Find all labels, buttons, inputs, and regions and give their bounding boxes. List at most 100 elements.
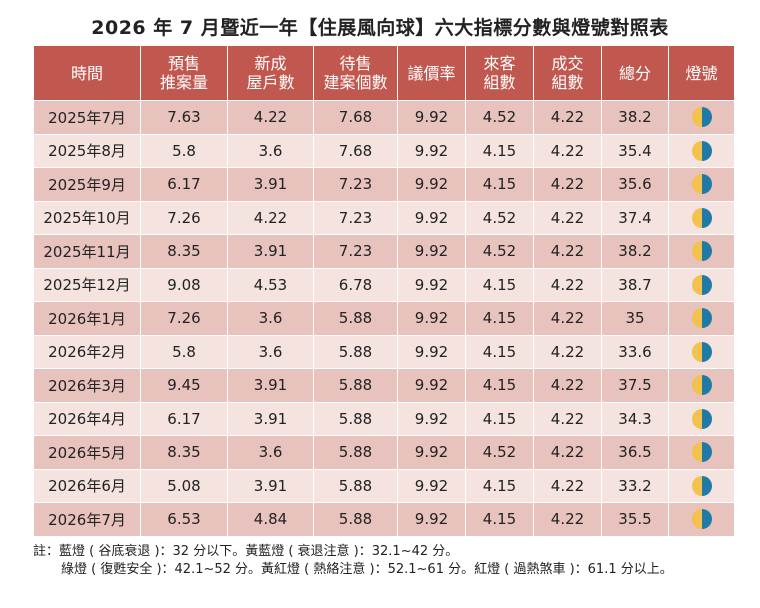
cell-presale: 8.35: [140, 435, 228, 470]
cell-deals: 4.22: [533, 100, 602, 135]
cell-visitors: 4.15: [465, 167, 534, 202]
table-row: 2026年7月 6.53 4.84 5.88 9.92 4.15 4.22 35.5: [33, 502, 735, 537]
yellow-blue-icon: [691, 475, 712, 496]
cell-visitors: 4.15: [465, 468, 534, 503]
column-header-line1: 時間: [70, 63, 103, 83]
cell-pending: 7.68: [313, 100, 398, 135]
cell-deals: 4.22: [533, 200, 602, 235]
yellow-blue-icon: [691, 341, 712, 362]
cell-date: 2026年7月: [33, 502, 141, 537]
cell-lamp: [668, 502, 735, 537]
cell-visitors: 4.15: [465, 401, 534, 436]
cell-presale: 5.8: [140, 133, 228, 168]
cell-date: 2026年5月: [33, 435, 141, 470]
cell-new-units: 3.6: [227, 435, 314, 470]
cell-total: 38.7: [601, 267, 669, 302]
cell-date: 2026年4月: [33, 401, 141, 436]
cell-pending: 7.68: [313, 133, 398, 168]
yellow-blue-icon: [691, 408, 712, 429]
cell-deals: 4.22: [533, 133, 602, 168]
cell-lamp: [668, 133, 735, 168]
table-row: 2025年9月 6.17 3.91 7.23 9.92 4.15 4.22 35.6: [33, 167, 735, 202]
cell-presale: 9.08: [140, 267, 228, 302]
cell-lamp: [668, 200, 735, 235]
table-row: 2025年7月 7.63 4.22 7.68 9.92 4.52 4.22 38.2: [33, 100, 735, 135]
cell-bargain: 9.92: [397, 133, 466, 168]
cell-new-units: 3.91: [227, 167, 314, 202]
cell-visitors: 4.52: [465, 200, 534, 235]
cell-total: 37.4: [601, 200, 669, 235]
cell-bargain: 9.92: [397, 167, 466, 202]
cell-bargain: 9.92: [397, 468, 466, 503]
cell-deals: 4.22: [533, 401, 602, 436]
column-header-line1: 議價率: [407, 63, 456, 83]
yellow-blue-icon: [691, 207, 712, 228]
cell-lamp: [668, 301, 735, 336]
cell-date: 2025年9月: [33, 167, 141, 202]
cell-visitors: 4.15: [465, 133, 534, 168]
table-row: 2025年12月 9.08 4.53 6.78 9.92 4.15 4.22 38.7: [33, 267, 735, 302]
yellow-blue-icon: [691, 308, 712, 329]
cell-visitors: 4.52: [465, 435, 534, 470]
cell-new-units: 4.53: [227, 267, 314, 302]
cell-presale: 7.26: [140, 200, 228, 235]
yellow-blue-icon: [691, 107, 712, 128]
cell-total: 35.5: [601, 502, 669, 537]
cell-presale: 9.45: [140, 368, 228, 403]
cell-lamp: [668, 267, 735, 302]
cell-deals: 4.22: [533, 167, 602, 202]
table-row: 2026年2月 5.8 3.6 5.88 9.92 4.15 4.22 33.6: [33, 334, 735, 369]
cell-visitors: 4.15: [465, 334, 534, 369]
column-header-line1: 預售: [167, 54, 200, 73]
cell-visitors: 4.15: [465, 301, 534, 336]
yellow-blue-icon: [691, 174, 712, 195]
cell-visitors: 4.52: [465, 100, 534, 135]
cell-lamp: [668, 100, 735, 135]
table-title: 2026 年 7 月暨近一年【住展風向球】六大指標分數與燈號對照表: [91, 17, 669, 39]
cell-pending: 5.88: [313, 301, 398, 336]
cell-pending: 5.88: [313, 368, 398, 403]
column-header-line1: 成交: [551, 54, 584, 73]
table-row: 2025年11月 8.35 3.91 7.23 9.92 4.52 4.22 38.2: [33, 234, 735, 269]
cell-visitors: 4.15: [465, 267, 534, 302]
cell-date: 2026年6月: [33, 468, 141, 503]
table-row: 2026年3月 9.45 3.91 5.88 9.92 4.15 4.22 37.5: [33, 368, 735, 403]
cell-presale: 5.08: [140, 468, 228, 503]
cell-total: 35: [601, 301, 669, 336]
cell-new-units: 4.84: [227, 502, 314, 537]
cell-deals: 4.22: [533, 301, 602, 336]
cell-deals: 4.22: [533, 334, 602, 369]
cell-pending: 6.78: [313, 267, 398, 302]
cell-total: 33.2: [601, 468, 669, 503]
cell-bargain: 9.92: [397, 435, 466, 470]
cell-visitors: 4.15: [465, 502, 534, 537]
column-header: 議價率: [397, 45, 466, 101]
cell-total: 37.5: [601, 368, 669, 403]
cell-lamp: [668, 435, 735, 470]
cell-visitors: 4.52: [465, 234, 534, 269]
cell-presale: 7.26: [140, 301, 228, 336]
column-header: 總分: [601, 45, 669, 101]
cell-deals: 4.22: [533, 435, 602, 470]
column-header-line1: 來客: [483, 54, 516, 73]
cell-date: 2025年7月: [33, 100, 141, 135]
cell-total: 33.6: [601, 334, 669, 369]
cell-deals: 4.22: [533, 468, 602, 503]
footnote-line-1: 註：藍燈 ( 谷底衰退 )：32 分以下。黃藍燈 ( 衰退注意 )：32.1~4…: [33, 544, 459, 559]
cell-pending: 5.88: [313, 334, 398, 369]
cell-date: 2025年11月: [33, 234, 141, 269]
cell-total: 38.2: [601, 100, 669, 135]
cell-date: 2026年2月: [33, 334, 141, 369]
cell-pending: 5.88: [313, 401, 398, 436]
cell-new-units: 4.22: [227, 100, 314, 135]
cell-new-units: 3.91: [227, 368, 314, 403]
cell-bargain: 9.92: [397, 401, 466, 436]
cell-bargain: 9.92: [397, 502, 466, 537]
column-header: 新成 屋戶數: [227, 45, 314, 101]
cell-presale: 8.35: [140, 234, 228, 269]
column-header-line1: 新成: [254, 54, 287, 73]
cell-pending: 7.23: [313, 234, 398, 269]
cell-presale: 5.8: [140, 334, 228, 369]
table-header: 時間 預售 推案量 新成 屋戶數 待售 建案個數 議價率 來客 組數 成交 組數 總分 燈號: [33, 45, 735, 101]
yellow-blue-icon: [691, 375, 712, 396]
